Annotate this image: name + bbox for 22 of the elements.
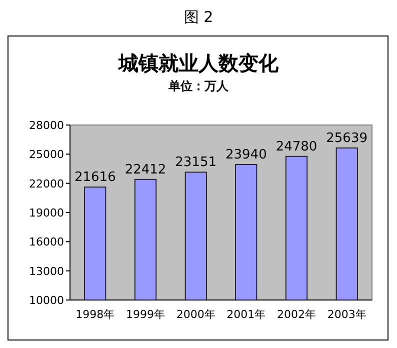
x-tick-label: 2001年 xyxy=(226,308,266,321)
chart-subtitle: 单位：万人 xyxy=(168,79,230,93)
x-tick-label: 1999年 xyxy=(126,308,165,321)
caption: 图 2 xyxy=(184,8,214,26)
y-tick-label: 22000 xyxy=(29,177,64,190)
y-tick-label: 13000 xyxy=(29,264,64,278)
data-label: 21616 xyxy=(74,170,116,186)
y-tick-label: 10000 xyxy=(29,294,64,307)
y-tick-label: 28000 xyxy=(29,119,64,132)
chart-title: 城镇就业人数变化 xyxy=(118,51,280,75)
x-tick-label: 2002年 xyxy=(277,308,316,321)
x-tick-label: 2000年 xyxy=(176,308,216,321)
data-label: 24780 xyxy=(276,139,318,154)
x-tick-label: 2003年 xyxy=(327,308,366,321)
y-tick-label: 19000 xyxy=(29,206,64,220)
x-tick-label: 1998年 xyxy=(76,308,115,321)
y-tick-label: 25000 xyxy=(29,148,64,162)
data-label: 22412 xyxy=(124,162,166,178)
data-label: 25639 xyxy=(326,130,368,146)
y-tick-label: 16000 xyxy=(29,236,64,249)
data-label: 23940 xyxy=(225,147,267,162)
data-label: 23151 xyxy=(175,155,217,170)
